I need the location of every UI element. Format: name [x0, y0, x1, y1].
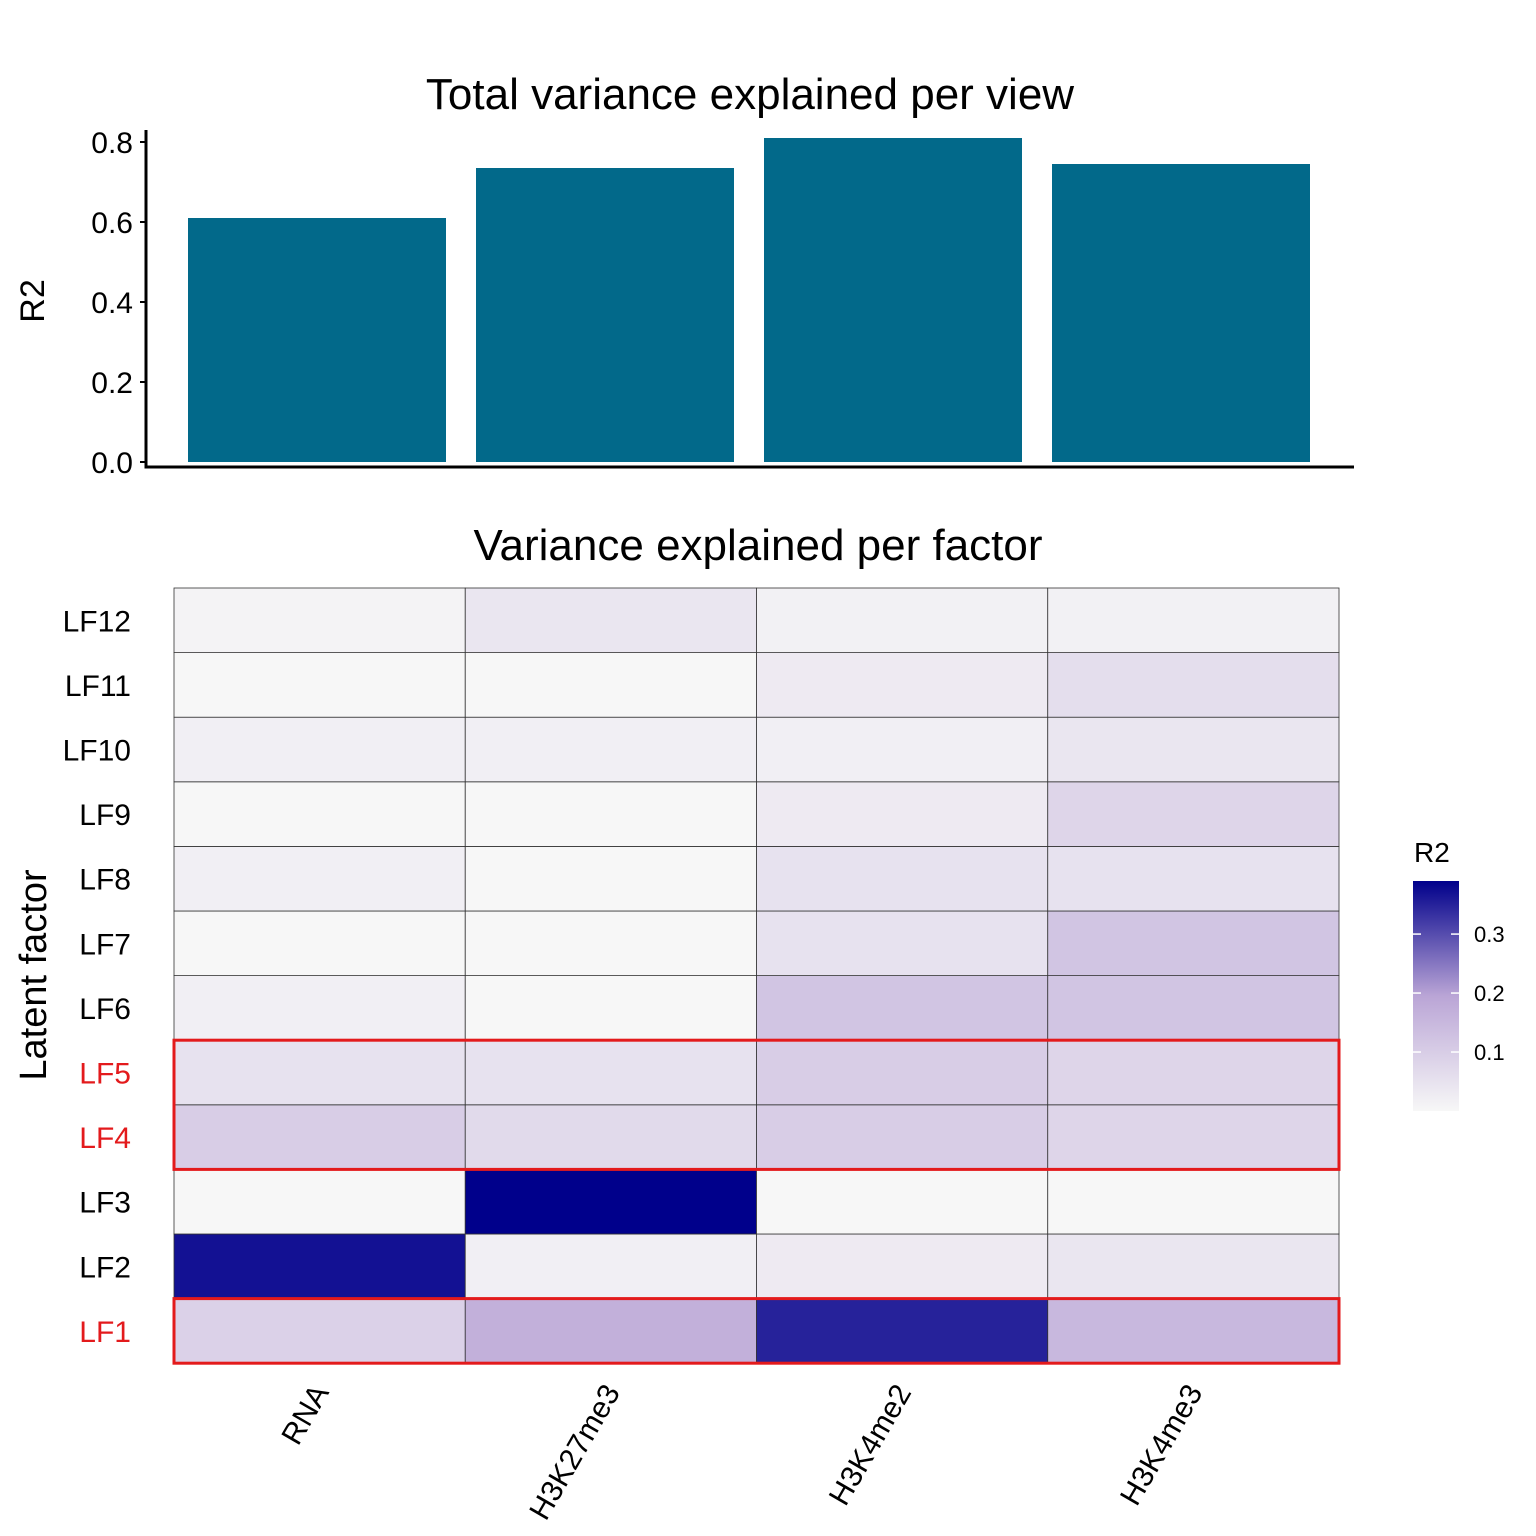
heatmap-cell-LF12-H3K27me3: [464, 587, 757, 653]
heatmap-cell-LF11-H3K27me3: [464, 652, 757, 718]
heatmap-cell-LF4-H3K4me3: [1047, 1104, 1340, 1170]
heatmap-cell-LF8-H3K4me2: [756, 846, 1049, 912]
heatmap-chart: Variance explained per factor Latent fac…: [13, 521, 1341, 1525]
heatmap-cell-LF10-RNA: [173, 716, 466, 783]
heatmap-cell-LF7-H3K4me2: [756, 910, 1049, 976]
heatmap-cell-LF6-H3K27me3: [464, 975, 757, 1041]
heatmap-cell-LF5-H3K4me3: [1047, 1039, 1340, 1106]
bar-y-tick-label: 0.0: [91, 447, 133, 480]
heatmap-x-tick-labels: RNA H3K27me3 H3K4me2 H3K4me3: [275, 1379, 1209, 1525]
heatmap-cell-LF4-H3K4me2: [756, 1104, 1049, 1170]
bar-H3K4me2: [764, 138, 1022, 462]
heatmap-y-tick-label: LF10: [63, 735, 131, 768]
heatmap-cell-LF10-H3K4me2: [756, 716, 1049, 783]
heatmap-y-tick-label: LF2: [79, 1251, 131, 1284]
heatmap-cell-LF6-RNA: [173, 975, 466, 1041]
heatmap-title: Variance explained per factor: [473, 521, 1042, 570]
legend-tick-label: 0.3: [1474, 922, 1505, 947]
legend-title: R2: [1414, 837, 1450, 868]
heatmap-cell-LF9-H3K27me3: [464, 781, 757, 847]
bar-y-ticks: 0.0 0.2 0.4 0.6 0.8: [91, 127, 146, 480]
heatmap-cell-LF4-RNA: [173, 1104, 466, 1170]
heatmap-y-tick-label: LF11: [65, 670, 131, 703]
bar-y-tick-label: 0.2: [91, 367, 133, 400]
heatmap-cell-LF8-H3K4me3: [1047, 846, 1340, 912]
heatmap-y-tick-label: LF6: [79, 993, 131, 1026]
heatmap-cell-LF5-H3K4me2: [756, 1039, 1049, 1106]
heatmap-cell-LF10-H3K4me3: [1047, 716, 1340, 783]
heatmap-cell-LF9-H3K4me2: [756, 781, 1049, 847]
highlight-box: [172, 1038, 1341, 1171]
heatmap-cell-LF1-H3K4me3: [1047, 1298, 1340, 1364]
legend-colorbar: [1413, 881, 1459, 1111]
heatmap-cell-LF12-H3K4me2: [756, 587, 1049, 653]
heatmap-cell-LF2-H3K27me3: [464, 1233, 757, 1299]
heatmap-cell-LF7-RNA: [173, 910, 466, 976]
heatmap-cells: [173, 587, 1340, 1364]
heatmap-cell-LF2-RNA: [173, 1233, 466, 1299]
heatmap-cell-LF12-RNA: [173, 587, 466, 653]
bar-chart: Total variance explained per view R2 0.0…: [14, 70, 1354, 480]
heatmap-y-tick-label: LF7: [79, 928, 131, 961]
heatmap-cell-LF8-H3K27me3: [464, 846, 757, 912]
heatmap-cell-LF10-H3K27me3: [464, 716, 757, 783]
heatmap-cell-LF1-RNA: [173, 1298, 466, 1364]
heatmap-cell-LF3-H3K4me3: [1047, 1169, 1340, 1235]
heatmap-cell-LF11-H3K4me2: [756, 652, 1049, 718]
heatmap-cell-LF1-H3K27me3: [464, 1298, 757, 1364]
heatmap-cell-LF11-RNA: [173, 652, 466, 718]
heatmap-cell-LF11-H3K4me3: [1047, 652, 1340, 718]
heatmap-cell-LF2-H3K4me3: [1047, 1233, 1340, 1299]
heatmap-y-tick-label: LF4: [79, 1122, 131, 1155]
heatmap-cell-LF8-RNA: [173, 846, 466, 912]
heatmap-x-tick-label: H3K4me3: [1114, 1379, 1209, 1511]
legend-tick-label: 0.2: [1474, 981, 1505, 1006]
heatmap-highlight-boxes: [172, 1038, 1341, 1365]
heatmap-cell-LF5-H3K27me3: [464, 1039, 757, 1106]
bar-chart-title: Total variance explained per view: [426, 70, 1074, 119]
heatmap-y-tick-label: LF9: [79, 799, 131, 832]
heatmap-y-tick-label: LF8: [79, 864, 131, 897]
heatmap-x-tick-label: RNA: [275, 1379, 335, 1450]
heatmap-cell-LF5-RNA: [173, 1039, 466, 1106]
legend-ticks: 0.1 0.2 0.3: [1413, 922, 1505, 1065]
colorbar-legend: R2 0.1 0.2 0.3: [1413, 837, 1505, 1111]
highlight-box: [172, 1297, 1341, 1365]
heatmap-y-tick-labels: LF1 LF2 LF3 LF4 LF5 LF6 LF7 LF8 LF9 LF10 LF11 LF12: [63, 605, 131, 1349]
heatmap-y-tick-label: LF3: [79, 1187, 131, 1220]
bar-H3K4me3: [1052, 164, 1310, 462]
heatmap-cell-LF4-H3K27me3: [464, 1104, 757, 1170]
heatmap-cell-LF3-H3K27me3: [464, 1169, 757, 1235]
bar-RNA: [188, 218, 446, 462]
heatmap-cell-LF9-H3K4me3: [1047, 781, 1340, 847]
heatmap-cell-LF6-H3K4me2: [756, 975, 1049, 1041]
heatmap-y-tick-label: LF5: [79, 1058, 131, 1091]
heatmap-y-tick-label: LF1: [79, 1316, 131, 1349]
heatmap-cell-LF9-RNA: [173, 781, 466, 847]
bar-y-tick-label: 0.6: [91, 207, 133, 240]
heatmap-cell-LF7-H3K4me3: [1047, 910, 1340, 976]
heatmap-cell-LF12-H3K4me3: [1047, 587, 1340, 653]
heatmap-y-tick-label: LF12: [63, 605, 131, 638]
heatmap-cell-LF1-H3K4me2: [756, 1298, 1049, 1364]
heatmap-x-tick-label: H3K4me2: [823, 1379, 918, 1511]
bar-y-tick-label: 0.8: [91, 127, 133, 160]
heatmap-x-tick-label: H3K27me3: [523, 1379, 627, 1525]
heatmap-cell-LF7-H3K27me3: [464, 910, 757, 976]
heatmap-cell-LF2-H3K4me2: [756, 1233, 1049, 1299]
bar-chart-y-axis-label: R2: [14, 279, 52, 322]
bar-y-tick-label: 0.4: [91, 287, 133, 320]
bar-marks: [188, 138, 1310, 462]
legend-tick-label: 0.1: [1474, 1040, 1505, 1065]
heatmap-cell-LF3-RNA: [173, 1169, 466, 1235]
heatmap-y-axis-label: Latent factor: [13, 869, 55, 1081]
heatmap-cell-LF6-H3K4me3: [1047, 975, 1340, 1041]
bar-H3K27me3: [476, 168, 734, 462]
heatmap-cell-LF3-H3K4me2: [756, 1169, 1049, 1235]
